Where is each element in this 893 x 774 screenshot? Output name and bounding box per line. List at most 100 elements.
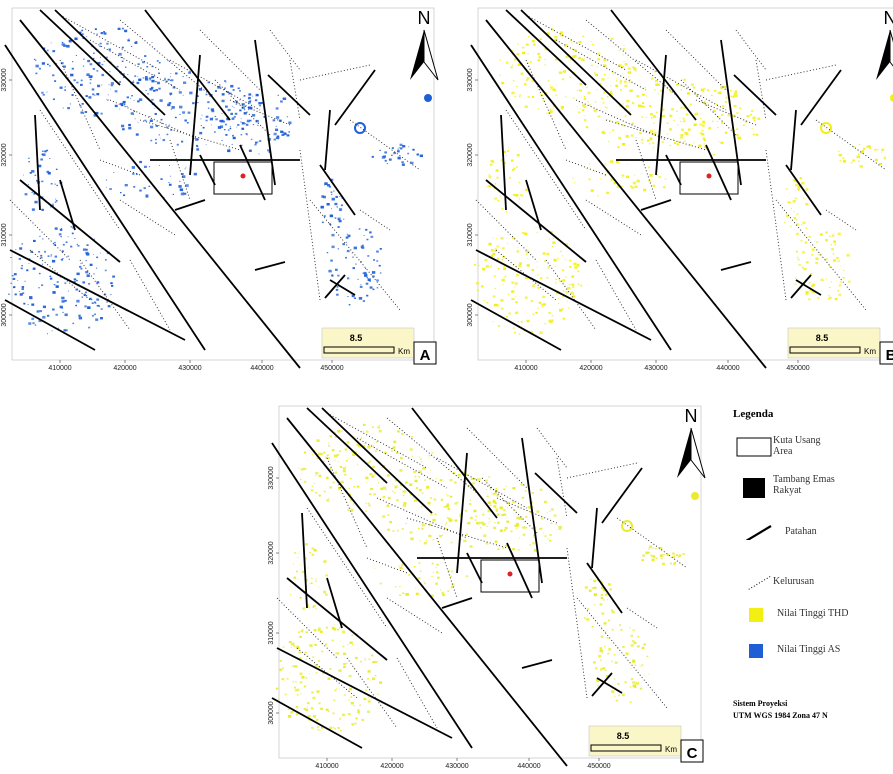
anomaly-pixel [91, 314, 94, 317]
anomaly-pixel [682, 106, 684, 108]
anomaly-pixel [409, 494, 412, 496]
anomaly-pixel [84, 111, 88, 113]
fault-line [319, 164, 356, 216]
anomaly-pixel [282, 646, 285, 648]
anomaly-pixel [175, 72, 178, 75]
anomaly-pixel [195, 138, 199, 141]
anomaly-pixel [231, 143, 233, 145]
fault-line [466, 552, 483, 584]
anomaly-pixel [346, 441, 350, 444]
anomaly-pixel [134, 118, 136, 120]
anomaly-pixel [337, 226, 340, 228]
anomaly-pixel [603, 91, 606, 94]
anomaly-pixel [595, 111, 597, 113]
anomaly-pixel [335, 288, 339, 291]
anomaly-pixel [229, 109, 231, 111]
anomaly-pixel [275, 128, 279, 131]
anomaly-pixel [233, 116, 236, 118]
anomaly-pixel [672, 555, 675, 559]
anomaly-pixel [297, 578, 299, 580]
anomaly-pixel [376, 287, 379, 289]
anomaly-pixel [701, 133, 705, 136]
anomaly-pixel [837, 290, 840, 292]
anomaly-pixel [217, 126, 221, 129]
anomaly-pixel [362, 445, 366, 448]
anomaly-pixel [31, 192, 33, 193]
anomaly-pixel [53, 243, 56, 246]
anomaly-pixel [137, 63, 140, 66]
anomaly-pixel [94, 94, 96, 96]
anomaly-pixel [642, 554, 645, 557]
anomaly-pixel [474, 519, 477, 521]
anomaly-pixel [833, 240, 836, 243]
anomaly-pixel [96, 298, 100, 301]
scale-bar [323, 346, 395, 354]
anomaly-pixel [603, 622, 607, 625]
anomaly-pixel [295, 713, 299, 716]
anomaly-pixel [70, 226, 72, 228]
anomaly-pixel [510, 159, 514, 162]
anomaly-pixel [605, 106, 608, 109]
anomaly-pixel [58, 233, 62, 236]
anomaly-pixel [515, 522, 520, 526]
anomaly-pixel [248, 106, 252, 109]
anomaly-pixel [224, 80, 227, 82]
anomaly-pixel [315, 608, 317, 610]
y-tick-label: 300000 [268, 701, 275, 724]
anomaly-pixel [513, 167, 516, 170]
anomaly-pixel [702, 90, 705, 93]
anomaly-pixel [594, 170, 596, 172]
anomaly-pixel [371, 654, 374, 657]
anomaly-pixel [142, 61, 145, 64]
anomaly-pixel [538, 56, 542, 59]
anomaly-pixel [680, 120, 682, 122]
y-tick-label: 330000 [467, 68, 474, 91]
anomaly-pixel [170, 84, 172, 85]
anomaly-pixel [695, 94, 699, 97]
anomaly-pixel [38, 287, 40, 289]
anomaly-pixel [426, 486, 430, 489]
anomaly-pixel [524, 277, 528, 280]
anomaly-pixel [40, 254, 43, 257]
anomaly-pixel [515, 301, 518, 304]
anomaly-pixel [40, 181, 42, 182]
anomaly-pixel [286, 677, 289, 680]
anomaly-pixel [646, 95, 648, 97]
anomaly-pixel [546, 32, 550, 35]
anomaly-pixel [171, 106, 175, 109]
anomaly-pixel [806, 261, 809, 264]
anomaly-pixel [358, 297, 363, 300]
anomaly-pixel [599, 649, 603, 653]
fault-line [596, 677, 623, 694]
anomaly-pixel [33, 193, 36, 195]
north-arrow-right [423, 29, 439, 81]
anomaly-pixel [518, 264, 522, 267]
anomaly-pixel [809, 289, 812, 292]
anomaly-pixel [231, 117, 235, 120]
anomaly-pixel [570, 291, 573, 294]
anomaly-pixel [549, 110, 553, 113]
anomaly-pixel [646, 655, 649, 658]
anomaly-pixel [413, 470, 416, 473]
anomaly-pixel [410, 436, 413, 438]
anomaly-pixel [108, 48, 111, 51]
anomaly-pixel [373, 473, 376, 475]
anomaly-pixel [339, 689, 340, 690]
anomaly-pixel [334, 431, 336, 434]
anomaly-pixel [52, 50, 56, 53]
anomaly-pixel [207, 101, 210, 104]
fault-line [790, 274, 812, 299]
anomaly-pixel [76, 279, 78, 282]
anomaly-pixel [721, 88, 722, 90]
anomaly-pixel [284, 133, 287, 135]
anomaly-pixel [834, 298, 838, 301]
anomaly-pixel [62, 311, 64, 313]
anomaly-pixel [557, 251, 559, 253]
anomaly-pixel [507, 52, 509, 54]
anomaly-pixel [529, 61, 532, 63]
lineament [119, 19, 211, 96]
anomaly-pixel [13, 273, 17, 276]
anomaly-pixel [516, 250, 519, 253]
fault-line [441, 597, 473, 609]
anomaly-pixel [601, 586, 604, 589]
